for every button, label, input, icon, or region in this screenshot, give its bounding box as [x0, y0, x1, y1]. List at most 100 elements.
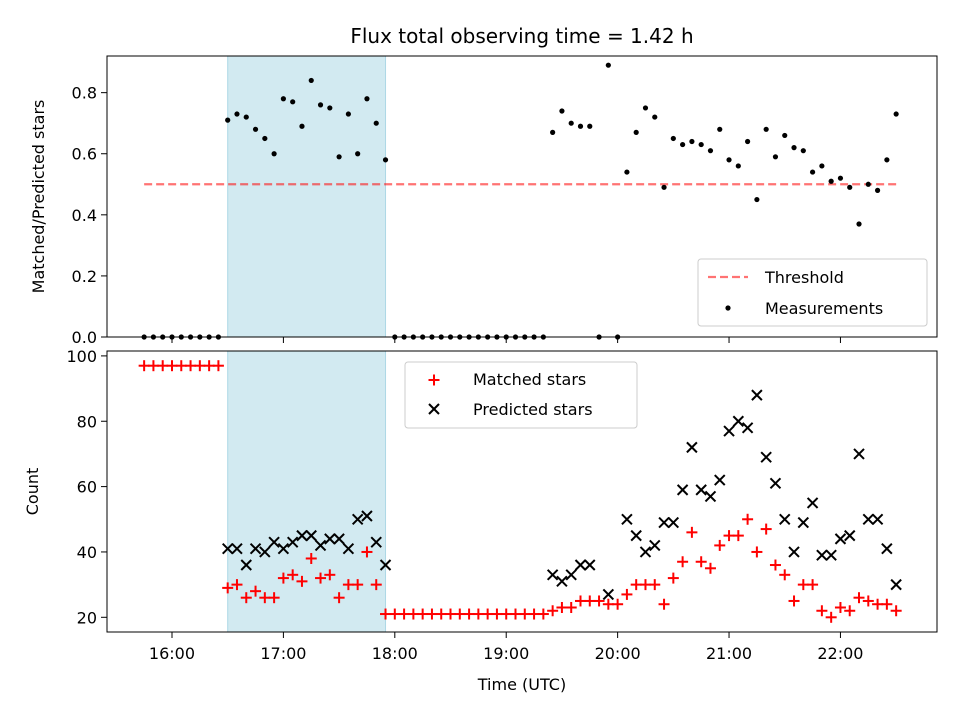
predicted-star-point [704, 490, 717, 503]
matched-star-point [602, 598, 614, 610]
count-y-axis-label: Count [23, 468, 42, 516]
measurement-point [225, 117, 231, 123]
matched-star-point [398, 608, 410, 620]
measurement-point [680, 141, 686, 148]
measurement-point [800, 148, 806, 154]
matched-star-point [268, 592, 280, 604]
predicted-star-point [686, 441, 698, 454]
count-panel: 20 40 60 80 100 16:00 17:00 18:00 19:00 20:00 21:… [23, 347, 938, 694]
predicted-star-point [630, 529, 642, 542]
ratio-y-tick-label: 0.6 [72, 145, 97, 164]
predicted-star-point [351, 513, 364, 525]
measurement-point [559, 108, 565, 114]
predicted-star-point [695, 484, 707, 496]
matched-star-point [361, 546, 373, 558]
matched-star-point [584, 595, 596, 607]
predicted-star-point [816, 549, 828, 561]
measurement-point [355, 151, 361, 157]
measurement-point [280, 96, 286, 102]
measurement-point [726, 157, 732, 163]
matched-star-point [305, 552, 317, 564]
legend-predicted-swatch [428, 403, 440, 415]
predicted-star-point [574, 559, 587, 571]
predicted-star-point [314, 539, 327, 552]
matched-star-point [510, 608, 522, 620]
predicted-star-point [732, 415, 745, 427]
predicted-star-point [714, 474, 726, 486]
predicted-star-point [825, 549, 837, 561]
measurement-point [633, 129, 639, 135]
measurement-point [809, 169, 816, 175]
ratio-panel-frame [106, 55, 938, 338]
observing-window-shade [227, 56, 386, 337]
predicted-star-point [546, 569, 559, 581]
measurement-point [754, 196, 760, 203]
matched-star-point [639, 579, 651, 591]
time-x-tick-label: 18:00 [372, 644, 418, 663]
ratio-legend: Threshold Measurements [697, 258, 928, 327]
matched-star-point [445, 608, 457, 620]
measurement-point [828, 178, 834, 184]
predicted-star-point [862, 513, 875, 525]
matched-star-point [658, 598, 670, 610]
matched-star-point [240, 592, 252, 604]
matched-star-point [751, 546, 763, 558]
matched-star-point [779, 569, 791, 581]
predicted-star-point [565, 569, 577, 581]
measurement-point [382, 157, 389, 163]
measurement-point [262, 135, 268, 142]
predicted-star-point [342, 542, 355, 555]
measurement-point [661, 184, 667, 190]
ratio-y-axis-label: Matched/Predicted stars [29, 100, 48, 294]
predicted-star-point [268, 536, 280, 548]
matched-star-point [472, 608, 484, 620]
matched-star-point [519, 608, 531, 620]
predicted-star-point [296, 529, 308, 542]
predicted-star-point [760, 451, 772, 463]
predicted-star-point [556, 575, 568, 588]
time-x-tick-label: 17:00 [260, 644, 306, 663]
predicted-star-point [639, 546, 652, 558]
legend-matched-label: Matched stars [473, 370, 586, 389]
matched-star-point [380, 608, 392, 620]
measurement-point [782, 132, 788, 139]
matched-star-point [166, 360, 178, 372]
predicted-star-point [853, 448, 865, 460]
matched-star-point [185, 360, 197, 372]
observing-window-shade [227, 351, 386, 632]
matched-star-point [454, 608, 466, 620]
measurement-point [717, 126, 723, 132]
measurement-point [837, 175, 844, 181]
matched-star-point [324, 569, 336, 581]
legend-matched-marker [428, 374, 440, 386]
matched-star-point [287, 569, 299, 581]
measurement-point [252, 126, 259, 132]
matched-star-point [612, 598, 624, 610]
measurement-point [364, 96, 370, 102]
matched-star-point [203, 360, 215, 372]
ratio-y-tick-label: 0.0 [72, 328, 97, 347]
predicted-star-point [361, 510, 373, 522]
measurement-point [652, 114, 658, 120]
predicted-star-point [779, 513, 791, 525]
measurement-point [819, 163, 825, 169]
ratio-y-tick-label: 0.8 [72, 84, 97, 103]
measurement-point [327, 105, 333, 111]
matched-star-point [547, 605, 559, 617]
predicted-star-point [305, 529, 317, 542]
predicted-star-point [788, 546, 800, 558]
matched-star-point [352, 579, 364, 591]
measurement-point [745, 138, 751, 145]
matched-star-point [704, 562, 716, 574]
legend-measurements-swatch [725, 305, 731, 311]
measurement-point [568, 120, 574, 126]
measurement-point [874, 187, 881, 193]
measurement-point [847, 184, 853, 190]
x-axis-label: Time (UTC) [477, 675, 566, 694]
predicted-star-point [259, 546, 271, 558]
matched-star-point [825, 611, 837, 623]
legend-threshold-label: Threshold [764, 268, 844, 287]
count-legend: Matched stars Predicted stars [404, 361, 638, 429]
matched-star-point [760, 523, 772, 535]
measurement-point [856, 221, 862, 227]
